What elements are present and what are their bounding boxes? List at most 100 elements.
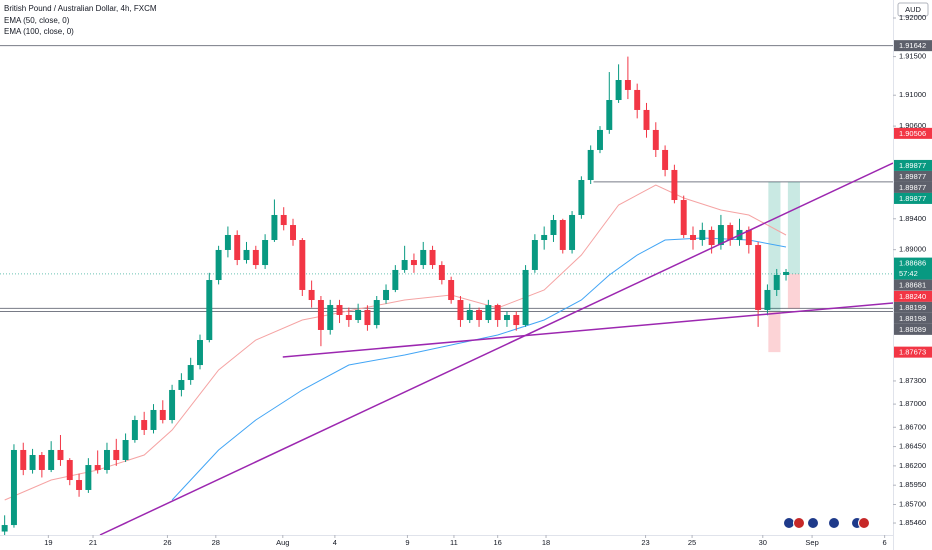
price-badge-label: 1.88089	[899, 325, 926, 334]
x-tick-label: 26	[163, 538, 171, 547]
candle-body	[401, 260, 408, 270]
position-stop-zone	[768, 311, 781, 353]
candle-body	[727, 225, 734, 241]
candle-body	[141, 420, 148, 430]
price-badge-label: 1.88199	[899, 303, 926, 312]
currency-box[interactable]	[897, 2, 929, 17]
candle-body	[717, 225, 724, 246]
candle-body	[215, 249, 222, 281]
x-tick-label: 18	[542, 538, 550, 547]
price-badge	[894, 181, 932, 193]
price-badge	[894, 323, 932, 335]
candle-body	[150, 409, 157, 430]
y-tick-label: 1.87000	[899, 399, 926, 408]
price-badge	[894, 346, 932, 358]
candle-body	[671, 169, 678, 201]
price-badge-label: 1.89877	[899, 183, 926, 192]
candle-body	[662, 149, 669, 170]
x-tick-label: 28	[212, 538, 220, 547]
price-badge-label: 1.88198	[899, 314, 926, 323]
price-badge	[894, 257, 932, 280]
candle-body	[634, 89, 641, 110]
candle-body	[317, 300, 324, 330]
event-flag[interactable]	[783, 517, 795, 529]
x-tick-label: 11	[450, 538, 458, 547]
candle-body	[466, 309, 473, 321]
x-tick-label: 6	[883, 538, 887, 547]
candle-body	[206, 280, 213, 341]
price-badge	[894, 159, 932, 171]
y-tick-label: 1.92000	[899, 13, 926, 22]
candle-body	[345, 314, 352, 321]
price-badge-label: 1.88686	[899, 259, 926, 268]
candle-body	[531, 240, 538, 270]
candle-body	[20, 449, 27, 470]
event-flag[interactable]	[807, 517, 819, 529]
candle-body	[429, 249, 436, 266]
candle-body	[38, 454, 45, 470]
candle-body	[1, 525, 8, 532]
candle-body	[197, 340, 203, 366]
price-badge-label: 1.89877	[899, 194, 926, 203]
event-flag[interactable]	[793, 517, 805, 529]
candle-body	[355, 309, 362, 321]
candle-body	[438, 265, 445, 281]
y-tick-label: 1.86200	[899, 461, 926, 470]
price-badge-label: 1.90506	[899, 129, 926, 138]
candle-body	[448, 280, 455, 301]
candle-body	[252, 249, 259, 266]
y-tick-label: 1.85950	[899, 480, 926, 489]
y-tick-label: 1.86450	[899, 442, 926, 451]
x-tick-label: 25	[688, 538, 696, 547]
candle-body	[76, 480, 83, 490]
ema-line	[171, 237, 787, 501]
event-flag[interactable]	[858, 517, 870, 529]
candle-body	[364, 309, 371, 326]
candle-body	[187, 365, 194, 381]
candle-body	[271, 214, 278, 241]
position-target-zone	[787, 181, 800, 274]
candle-body	[234, 234, 241, 261]
candle-body	[764, 289, 771, 310]
candle-body	[680, 200, 687, 235]
countdown-label: 57:42	[899, 269, 918, 278]
y-tick-label: 1.85460	[899, 518, 926, 527]
y-tick-label: 1.90600	[899, 121, 926, 130]
candle-body	[243, 249, 250, 261]
candle-body	[597, 129, 603, 150]
x-tick-label: 9	[405, 538, 409, 547]
candle-body	[224, 234, 231, 250]
candle-body	[169, 389, 176, 421]
candle-body	[783, 271, 790, 275]
event-flag[interactable]	[828, 517, 840, 529]
price-badge	[894, 40, 932, 52]
indicator-legend[interactable]: EMA (100, close, 0)	[4, 27, 74, 36]
candle-body	[392, 269, 399, 290]
y-tick-label: 1.85700	[899, 499, 926, 508]
y-tick-label: 1.91000	[899, 90, 926, 99]
candle-body	[587, 149, 594, 181]
candle-body	[420, 249, 427, 266]
plot-area	[0, 45, 894, 536]
candle-body	[624, 80, 631, 90]
price-axis: 1.91642 1.90506 1.89877 1.89877 1.89877 1.898…	[894, 40, 932, 358]
candle-body	[569, 214, 576, 250]
x-tick-label: 23	[641, 538, 649, 547]
candle-body	[643, 109, 650, 130]
x-tick-label: 19	[44, 538, 52, 547]
candle-body	[541, 234, 548, 241]
indicator-legend[interactable]: EMA (50, close, 0)	[4, 16, 70, 25]
candle-body	[690, 234, 696, 241]
candle-body	[578, 180, 585, 215]
currency-label: AUD	[905, 5, 921, 14]
candle-body	[559, 220, 566, 250]
x-tick-label: 30	[759, 538, 767, 547]
position-stop-zone	[787, 273, 800, 309]
candle-body	[262, 240, 269, 266]
candle-body	[113, 449, 120, 461]
candle-body	[522, 269, 529, 326]
price-badge	[894, 127, 932, 139]
x-tick-label: Aug	[276, 538, 289, 547]
y-tick-label: 1.87300	[899, 376, 926, 385]
